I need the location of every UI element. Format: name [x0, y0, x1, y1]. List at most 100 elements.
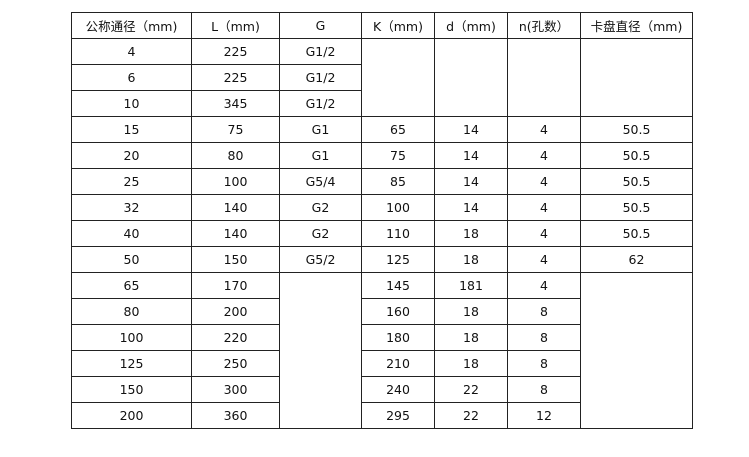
table-cell: 65 — [361, 116, 435, 143]
column-header: G — [279, 12, 362, 39]
table-cell — [507, 38, 581, 117]
table-cell: 18 — [434, 246, 508, 273]
table-row: 4 225 G1/2 — [71, 38, 693, 117]
table-cell: 220 — [191, 324, 280, 351]
table-cell: 210 — [361, 350, 435, 377]
table-cell: 150 — [191, 246, 280, 273]
table-cell: 4 — [507, 142, 581, 169]
table-cell: G1/2 — [279, 64, 362, 91]
table-cell: 75 — [361, 142, 435, 169]
column-header: d（mm) — [434, 12, 508, 39]
table-cell: 50.5 — [580, 142, 693, 169]
table-cell: 18 — [434, 324, 508, 351]
table-row: 40 140 G2 110 18 4 50.5 — [71, 220, 693, 247]
table-cell: 170 — [191, 272, 280, 299]
table-cell: 125 — [71, 350, 192, 377]
table-row: 200 360 295 22 12 — [71, 402, 693, 429]
table-cell: 8 — [507, 376, 581, 403]
table-cell: G2 — [279, 194, 362, 221]
table-row: 20 80 G1 75 14 4 50.5 — [71, 142, 693, 169]
table-cell: 50 — [71, 246, 192, 273]
table-cell: 25 — [71, 168, 192, 195]
table-cell: 225 — [191, 38, 280, 65]
table-cell: 200 — [191, 298, 280, 325]
table-cell: 110 — [361, 220, 435, 247]
table-cell: G2 — [279, 220, 362, 247]
table-row: 6 225 G1/2 — [71, 64, 693, 91]
table-cell: 14 — [434, 142, 508, 169]
table-cell: 8 — [507, 324, 581, 351]
table-cell: 250 — [191, 350, 280, 377]
table-cell: 160 — [361, 298, 435, 325]
table-cell: 50.5 — [580, 116, 693, 143]
table-cell: 4 — [507, 272, 581, 299]
table-cell: 4 — [507, 220, 581, 247]
column-header: n(孔数） — [507, 12, 581, 39]
table-cell: G1/2 — [279, 38, 362, 65]
table-cell: 14 — [434, 168, 508, 195]
table-cell: 32 — [71, 194, 192, 221]
table-cell: 8 — [507, 350, 581, 377]
table-cell: 150 — [71, 376, 192, 403]
column-header: 公称通径（mm) — [71, 12, 192, 39]
table-cell: 240 — [361, 376, 435, 403]
table-cell: 62 — [580, 246, 693, 273]
table-cell: 20 — [71, 142, 192, 169]
table-cell: 22 — [434, 376, 508, 403]
table-cell: 180 — [361, 324, 435, 351]
table-cell — [580, 272, 693, 429]
table-row: 50 150 G5/2 125 18 4 62 — [71, 246, 693, 273]
table-cell: 125 — [361, 246, 435, 273]
table-cell: 14 — [434, 194, 508, 221]
table-cell: 40 — [71, 220, 192, 247]
table-row: 80 200 160 18 8 — [71, 298, 693, 325]
table-cell: G1 — [279, 142, 362, 169]
table-cell: 22 — [434, 402, 508, 429]
table-cell: 50.5 — [580, 168, 693, 195]
column-header: 卡盘直径（mm) — [580, 12, 693, 39]
table-cell: 4 — [507, 116, 581, 143]
table-cell: 10 — [71, 90, 192, 117]
table-row: 32 140 G2 100 14 4 50.5 — [71, 194, 693, 221]
table-cell: 50.5 — [580, 194, 693, 221]
table-cell: 4 — [507, 168, 581, 195]
column-header: K（mm) — [361, 12, 435, 39]
table-cell: 145 — [361, 272, 435, 299]
table-cell: 15 — [71, 116, 192, 143]
table-cell: 65 — [71, 272, 192, 299]
table-cell: G1/2 — [279, 90, 362, 117]
table-cell: 12 — [507, 402, 581, 429]
table-row: 125 250 210 18 8 — [71, 350, 693, 377]
table-cell: G1 — [279, 116, 362, 143]
table-cell: 140 — [191, 194, 280, 221]
table-cell: 80 — [71, 298, 192, 325]
table-cell: 85 — [361, 168, 435, 195]
table-cell: 8 — [507, 298, 581, 325]
table-row: 150 300 240 22 8 — [71, 376, 693, 403]
table-cell — [279, 272, 362, 429]
table-cell: 100 — [191, 168, 280, 195]
table-cell: G5/4 — [279, 168, 362, 195]
table-cell: 140 — [191, 220, 280, 247]
table-cell: 18 — [434, 350, 508, 377]
table-cell: 6 — [71, 64, 192, 91]
table-cell: 50.5 — [580, 220, 693, 247]
table-cell: 80 — [191, 142, 280, 169]
table-cell: 100 — [71, 324, 192, 351]
table-cell: 300 — [191, 376, 280, 403]
table-row: 15 75 G1 65 14 4 50.5 — [71, 116, 693, 143]
table-cell: 4 — [507, 194, 581, 221]
header-row: 公称通径（mm) L（mm) G K（mm) d（mm) n(孔数） 卡盘直径（mm) — [71, 12, 693, 39]
table-cell: 18 — [434, 220, 508, 247]
table-cell: 75 — [191, 116, 280, 143]
table-cell: 225 — [191, 64, 280, 91]
table-row: 65 170 145 181 4 — [71, 272, 693, 429]
table-row: 25 100 G5/4 85 14 4 50.5 — [71, 168, 693, 195]
table-cell: 360 — [191, 402, 280, 429]
table-cell: 181 — [434, 272, 508, 299]
table-cell — [580, 38, 693, 117]
table-cell: 200 — [71, 402, 192, 429]
table-cell: 18 — [434, 298, 508, 325]
column-header: L（mm) — [191, 12, 280, 39]
